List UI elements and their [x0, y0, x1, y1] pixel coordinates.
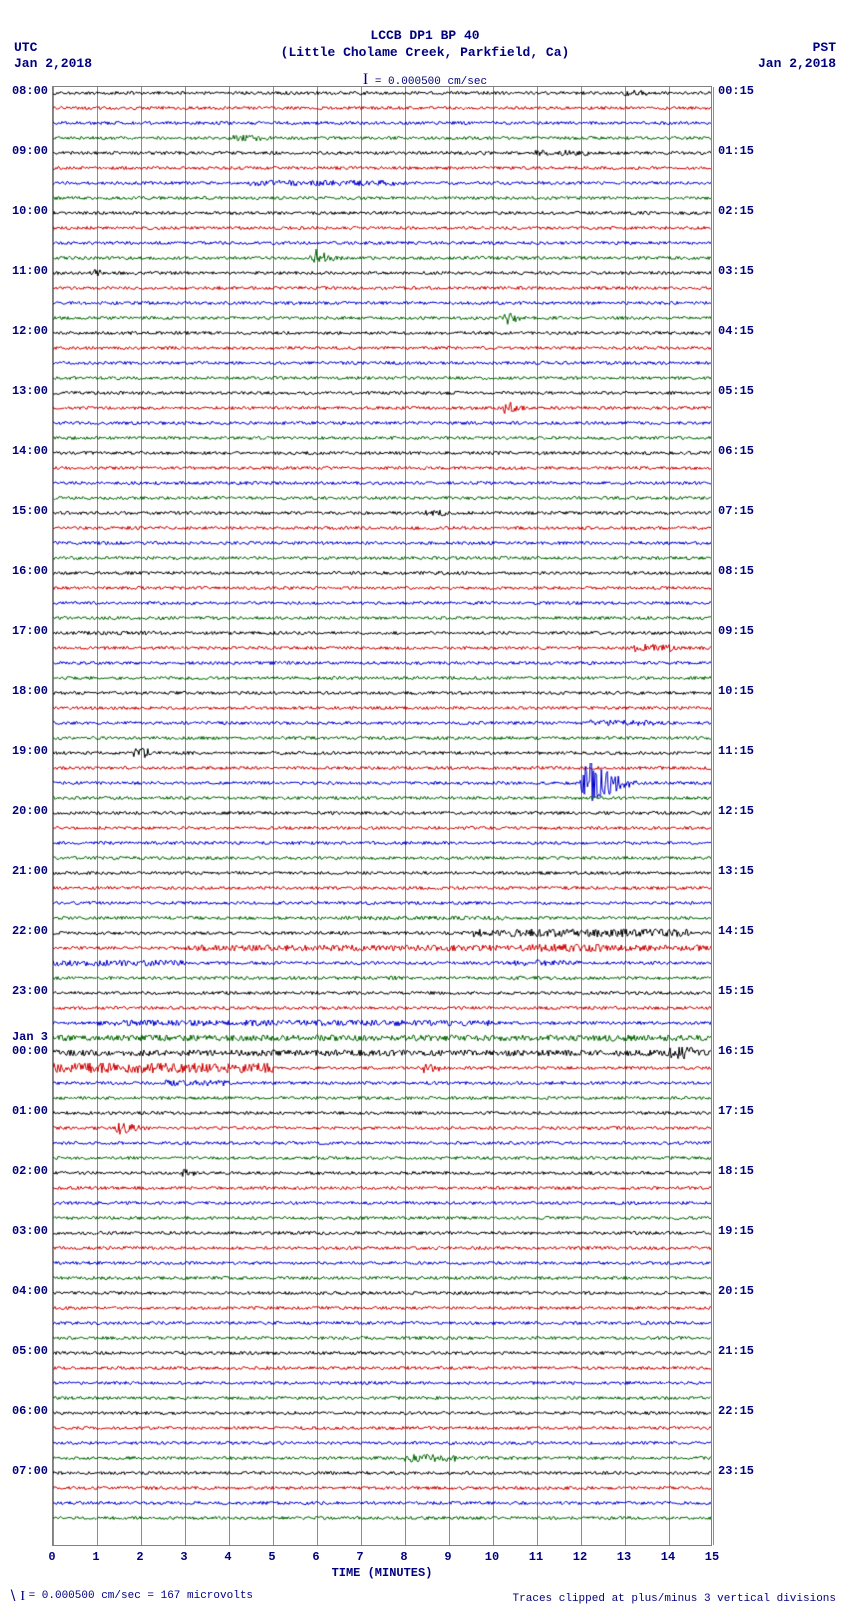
x-tick-label: 12 — [573, 1550, 587, 1564]
pst-hour-label: 10:15 — [718, 684, 754, 698]
x-tick-label: 15 — [705, 1550, 719, 1564]
pst-hour-label: 00:15 — [718, 84, 754, 98]
pst-hour-label: 12:15 — [718, 804, 754, 818]
utc-hour-label: 14:00 — [0, 444, 48, 458]
x-tick-label: 9 — [444, 1550, 451, 1564]
pst-hour-label: 06:15 — [718, 444, 754, 458]
tz-pst-label: PST — [758, 40, 836, 56]
utc-hour-label: 00:00 — [0, 1044, 48, 1058]
pst-hour-label: 16:15 — [718, 1044, 754, 1058]
x-tick-label: 11 — [529, 1550, 543, 1564]
x-tick-label: 2 — [136, 1550, 143, 1564]
utc-hour-label: 10:00 — [0, 204, 48, 218]
utc-hour-label: 22:00 — [0, 924, 48, 938]
utc-hour-label: 11:00 — [0, 264, 48, 278]
pst-hour-label: 18:15 — [718, 1164, 754, 1178]
x-tick-label: 14 — [661, 1550, 675, 1564]
utc-date-rollover: Jan 3 — [0, 1030, 48, 1044]
footer-left-text: = 0.000500 cm/sec = 167 microvolts — [29, 1590, 253, 1602]
pst-hour-label: 17:15 — [718, 1104, 754, 1118]
utc-hour-label: 21:00 — [0, 864, 48, 878]
seismogram-trace — [53, 1518, 711, 1519]
pst-hour-label: 13:15 — [718, 864, 754, 878]
pst-hour-label: 08:15 — [718, 564, 754, 578]
utc-hour-label: 18:00 — [0, 684, 48, 698]
x-tick-label: 5 — [268, 1550, 275, 1564]
x-tick-label: 3 — [180, 1550, 187, 1564]
top-left-labels: UTC Jan 2,2018 — [14, 40, 92, 73]
pst-hour-label: 05:15 — [718, 384, 754, 398]
x-tick-label: 7 — [356, 1550, 363, 1564]
x-tick-label: 6 — [312, 1550, 319, 1564]
pst-hour-label: 19:15 — [718, 1224, 754, 1238]
utc-hour-label: 09:00 — [0, 144, 48, 158]
pst-hour-label: 14:15 — [718, 924, 754, 938]
x-axis-title: TIME (MINUTES) — [52, 1566, 712, 1580]
utc-hour-label: 04:00 — [0, 1284, 48, 1298]
x-tick-label: 10 — [485, 1550, 499, 1564]
utc-hour-label: 16:00 — [0, 564, 48, 578]
pst-hour-label: 04:15 — [718, 324, 754, 338]
vertical-gridline — [713, 87, 714, 1545]
pst-hour-label: 03:15 — [718, 264, 754, 278]
utc-hour-label: 19:00 — [0, 744, 48, 758]
pst-hour-label: 01:15 — [718, 144, 754, 158]
pst-hour-label: 09:15 — [718, 624, 754, 638]
date-pst-label: Jan 2,2018 — [758, 56, 836, 72]
pst-hour-label: 11:15 — [718, 744, 754, 758]
utc-hour-label: 15:00 — [0, 504, 48, 518]
x-tick-label: 0 — [48, 1550, 55, 1564]
pst-hour-label: 02:15 — [718, 204, 754, 218]
pst-hour-label: 22:15 — [718, 1404, 754, 1418]
utc-hour-label: 03:00 — [0, 1224, 48, 1238]
pst-hour-label: 20:15 — [718, 1284, 754, 1298]
pst-hour-label: 07:15 — [718, 504, 754, 518]
x-tick-label: 8 — [400, 1550, 407, 1564]
utc-hour-label: 12:00 — [0, 324, 48, 338]
utc-hour-label: 07:00 — [0, 1464, 48, 1478]
date-utc-label: Jan 2,2018 — [14, 56, 92, 72]
utc-hour-label: 13:00 — [0, 384, 48, 398]
tz-utc-label: UTC — [14, 40, 92, 56]
station-subtitle: (Little Cholame Creek, Parkfield, Ca) — [0, 45, 850, 62]
station-title: LCCB DP1 BP 40 — [0, 28, 850, 45]
pst-hour-label: 15:15 — [718, 984, 754, 998]
footer-right: Traces clipped at plus/minus 3 vertical … — [513, 1593, 836, 1605]
seismogram-page: LCCB DP1 BP 40 (Little Cholame Creek, Pa… — [0, 0, 850, 1613]
pst-hour-label: 23:15 — [718, 1464, 754, 1478]
utc-hour-label: 01:00 — [0, 1104, 48, 1118]
utc-hour-label: 17:00 — [0, 624, 48, 638]
utc-hour-label: 23:00 — [0, 984, 48, 998]
x-tick-label: 4 — [224, 1550, 231, 1564]
pst-hour-label: 21:15 — [718, 1344, 754, 1358]
footer-left: ∖ I = 0.000500 cm/sec = 167 microvolts — [8, 1588, 253, 1605]
top-right-labels: PST Jan 2,2018 — [758, 40, 836, 73]
seismogram-plot — [52, 86, 712, 1546]
utc-hour-label: 20:00 — [0, 804, 48, 818]
utc-hour-label: 05:00 — [0, 1344, 48, 1358]
utc-hour-label: 08:00 — [0, 84, 48, 98]
x-tick-label: 1 — [92, 1550, 99, 1564]
utc-hour-label: 02:00 — [0, 1164, 48, 1178]
x-tick-label: 13 — [617, 1550, 631, 1564]
utc-hour-label: 06:00 — [0, 1404, 48, 1418]
